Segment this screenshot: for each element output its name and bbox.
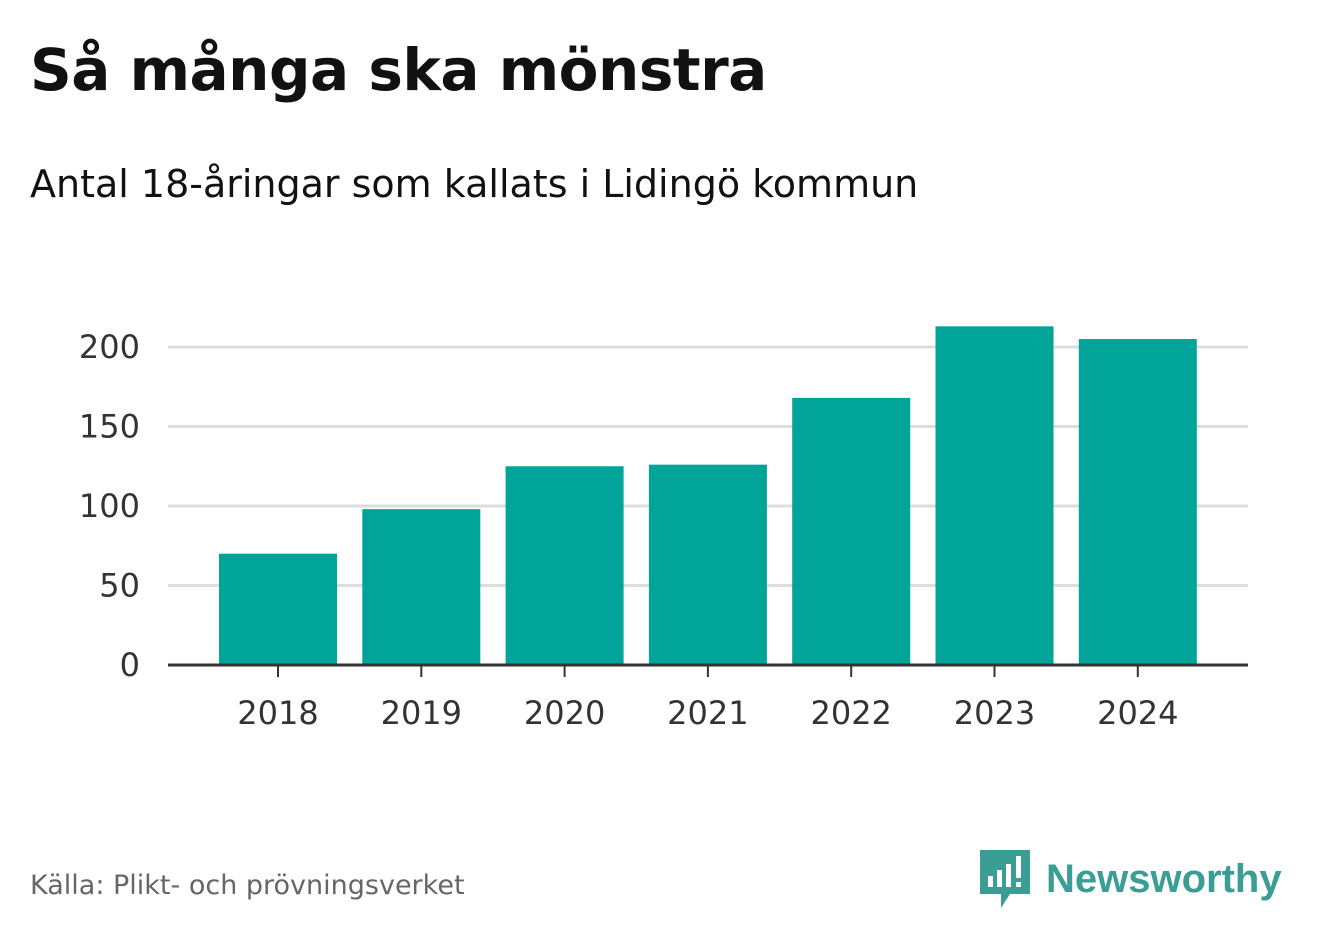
bar-2024: [1078, 339, 1197, 665]
y-tick-label: 150: [79, 408, 140, 446]
y-tick-label: 200: [79, 328, 140, 366]
bar-2019: [362, 509, 481, 665]
y-tick-label: 0: [120, 646, 140, 684]
newsworthy-logo-icon: [980, 850, 1030, 908]
brand-name: Newsworthy: [1046, 856, 1282, 901]
bar-2020: [505, 466, 624, 665]
x-tick-label: 2018: [237, 694, 318, 732]
bars: [219, 326, 1197, 665]
bar-2021: [648, 464, 767, 665]
x-tick-label: 2021: [667, 694, 748, 732]
y-tick-label: 50: [99, 567, 140, 605]
bar-2023: [935, 326, 1054, 665]
x-tick-label: 2019: [381, 694, 462, 732]
x-tick-label: 2023: [954, 694, 1035, 732]
y-tick-label: 100: [79, 487, 140, 525]
x-tick-label: 2020: [524, 694, 605, 732]
brand: Newsworthy: [980, 850, 1282, 908]
x-tick-label: 2022: [810, 694, 891, 732]
chart-title: Så många ska mönstra: [30, 36, 767, 104]
x-tick-label: 2024: [1097, 694, 1178, 732]
bar-chart: 0 50 100 150 200 2018 2019 2020 2021 2022 2023 2024: [79, 326, 1248, 732]
chart-subtitle: Antal 18-åringar som kallats i Lidingö k…: [30, 162, 919, 206]
source-note: Källa: Plikt- och prövningsverket: [30, 870, 465, 901]
axes: 0 50 100 150 200 2018 2019 2020 2021 2022 2023 2024: [79, 328, 1248, 732]
bar-2018: [219, 553, 337, 665]
bar-2022: [792, 397, 911, 665]
